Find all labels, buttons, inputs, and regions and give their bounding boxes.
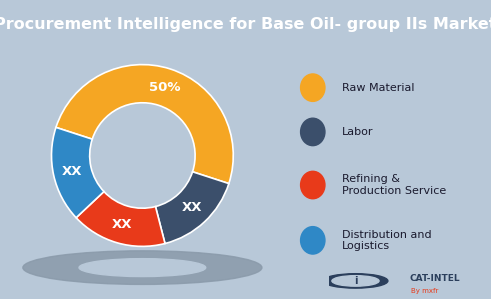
Text: XX: XX: [62, 165, 82, 178]
Ellipse shape: [79, 259, 206, 277]
Text: Labor: Labor: [342, 127, 374, 137]
Text: 50%: 50%: [149, 81, 180, 94]
Circle shape: [323, 274, 388, 288]
Wedge shape: [52, 127, 104, 218]
Circle shape: [300, 118, 325, 146]
Text: CAT-INTEL: CAT-INTEL: [410, 274, 461, 283]
Wedge shape: [76, 192, 165, 246]
Text: XX: XX: [112, 218, 133, 231]
Text: Raw Material: Raw Material: [342, 83, 415, 93]
Ellipse shape: [23, 251, 262, 284]
Circle shape: [300, 74, 325, 101]
Text: i: i: [354, 276, 357, 286]
Text: By mxfr: By mxfr: [411, 288, 439, 294]
Circle shape: [332, 276, 379, 286]
Circle shape: [300, 171, 325, 199]
Text: Refining &
Production Service: Refining & Production Service: [342, 174, 446, 196]
Circle shape: [300, 227, 325, 254]
Text: XX: XX: [181, 201, 202, 214]
Wedge shape: [56, 65, 233, 184]
Wedge shape: [156, 172, 229, 243]
Text: Procurement Intelligence for Base Oil- group IIs Market: Procurement Intelligence for Base Oil- g…: [0, 17, 491, 32]
Text: Distribution and
Logistics: Distribution and Logistics: [342, 230, 432, 251]
